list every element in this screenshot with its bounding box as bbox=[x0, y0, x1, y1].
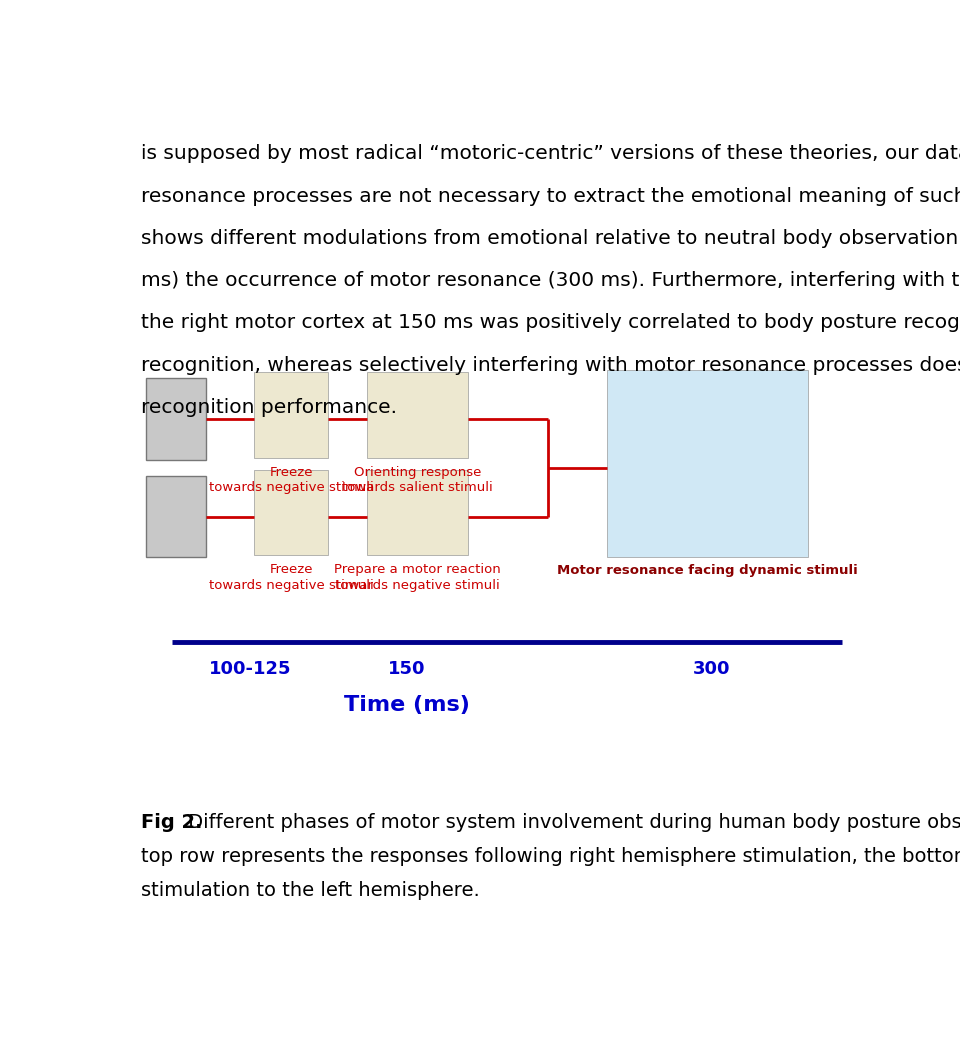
Text: 100-125: 100-125 bbox=[209, 660, 292, 678]
Bar bbox=[146, 379, 205, 460]
Text: shows different modulations from emotional relative to neutral body observation : shows different modulations from emotion… bbox=[141, 229, 960, 248]
Bar bbox=[608, 370, 808, 557]
Text: the right motor cortex at 150 ms was positively correlated to body posture recog: the right motor cortex at 150 ms was pos… bbox=[141, 313, 960, 332]
Text: top row represents the responses following right hemisphere stimulation, the bot: top row represents the responses followi… bbox=[141, 847, 960, 866]
Bar bbox=[253, 372, 328, 458]
Bar bbox=[146, 476, 205, 557]
Text: Freeze
towards negative stimuli: Freeze towards negative stimuli bbox=[208, 563, 373, 592]
Text: Orienting response
towards salient stimuli: Orienting response towards salient stimu… bbox=[342, 465, 493, 494]
Text: is supposed by most radical “motoric-centric” versions of these theories, our da: is supposed by most radical “motoric-cen… bbox=[141, 145, 960, 164]
Text: 300: 300 bbox=[693, 660, 731, 678]
Text: Freeze
towards negative stimuli: Freeze towards negative stimuli bbox=[208, 465, 373, 494]
Bar bbox=[253, 469, 328, 555]
Text: stimulation to the left hemisphere.: stimulation to the left hemisphere. bbox=[141, 881, 480, 900]
Text: Motor resonance facing dynamic stimuli: Motor resonance facing dynamic stimuli bbox=[558, 563, 858, 577]
Bar bbox=[368, 372, 468, 458]
Text: Fig 2.: Fig 2. bbox=[141, 813, 203, 832]
Text: recognition performance.: recognition performance. bbox=[141, 398, 396, 417]
Text: Prepare a motor reaction
towards negative stimuli: Prepare a motor reaction towards negativ… bbox=[334, 563, 501, 592]
Text: Different phases of motor system involvement during human body posture observati: Different phases of motor system involve… bbox=[182, 813, 960, 832]
Text: Time (ms): Time (ms) bbox=[344, 695, 469, 715]
Text: 150: 150 bbox=[388, 660, 425, 678]
Text: ms) the occurrence of motor resonance (300 ms). Furthermore, interfering with th: ms) the occurrence of motor resonance (3… bbox=[141, 271, 960, 290]
Text: recognition, whereas selectively interfering with motor resonance processes does: recognition, whereas selectively interfe… bbox=[141, 356, 960, 375]
Text: resonance processes are not necessary to extract the emotional meaning of such s: resonance processes are not necessary to… bbox=[141, 187, 960, 206]
Bar bbox=[368, 469, 468, 555]
